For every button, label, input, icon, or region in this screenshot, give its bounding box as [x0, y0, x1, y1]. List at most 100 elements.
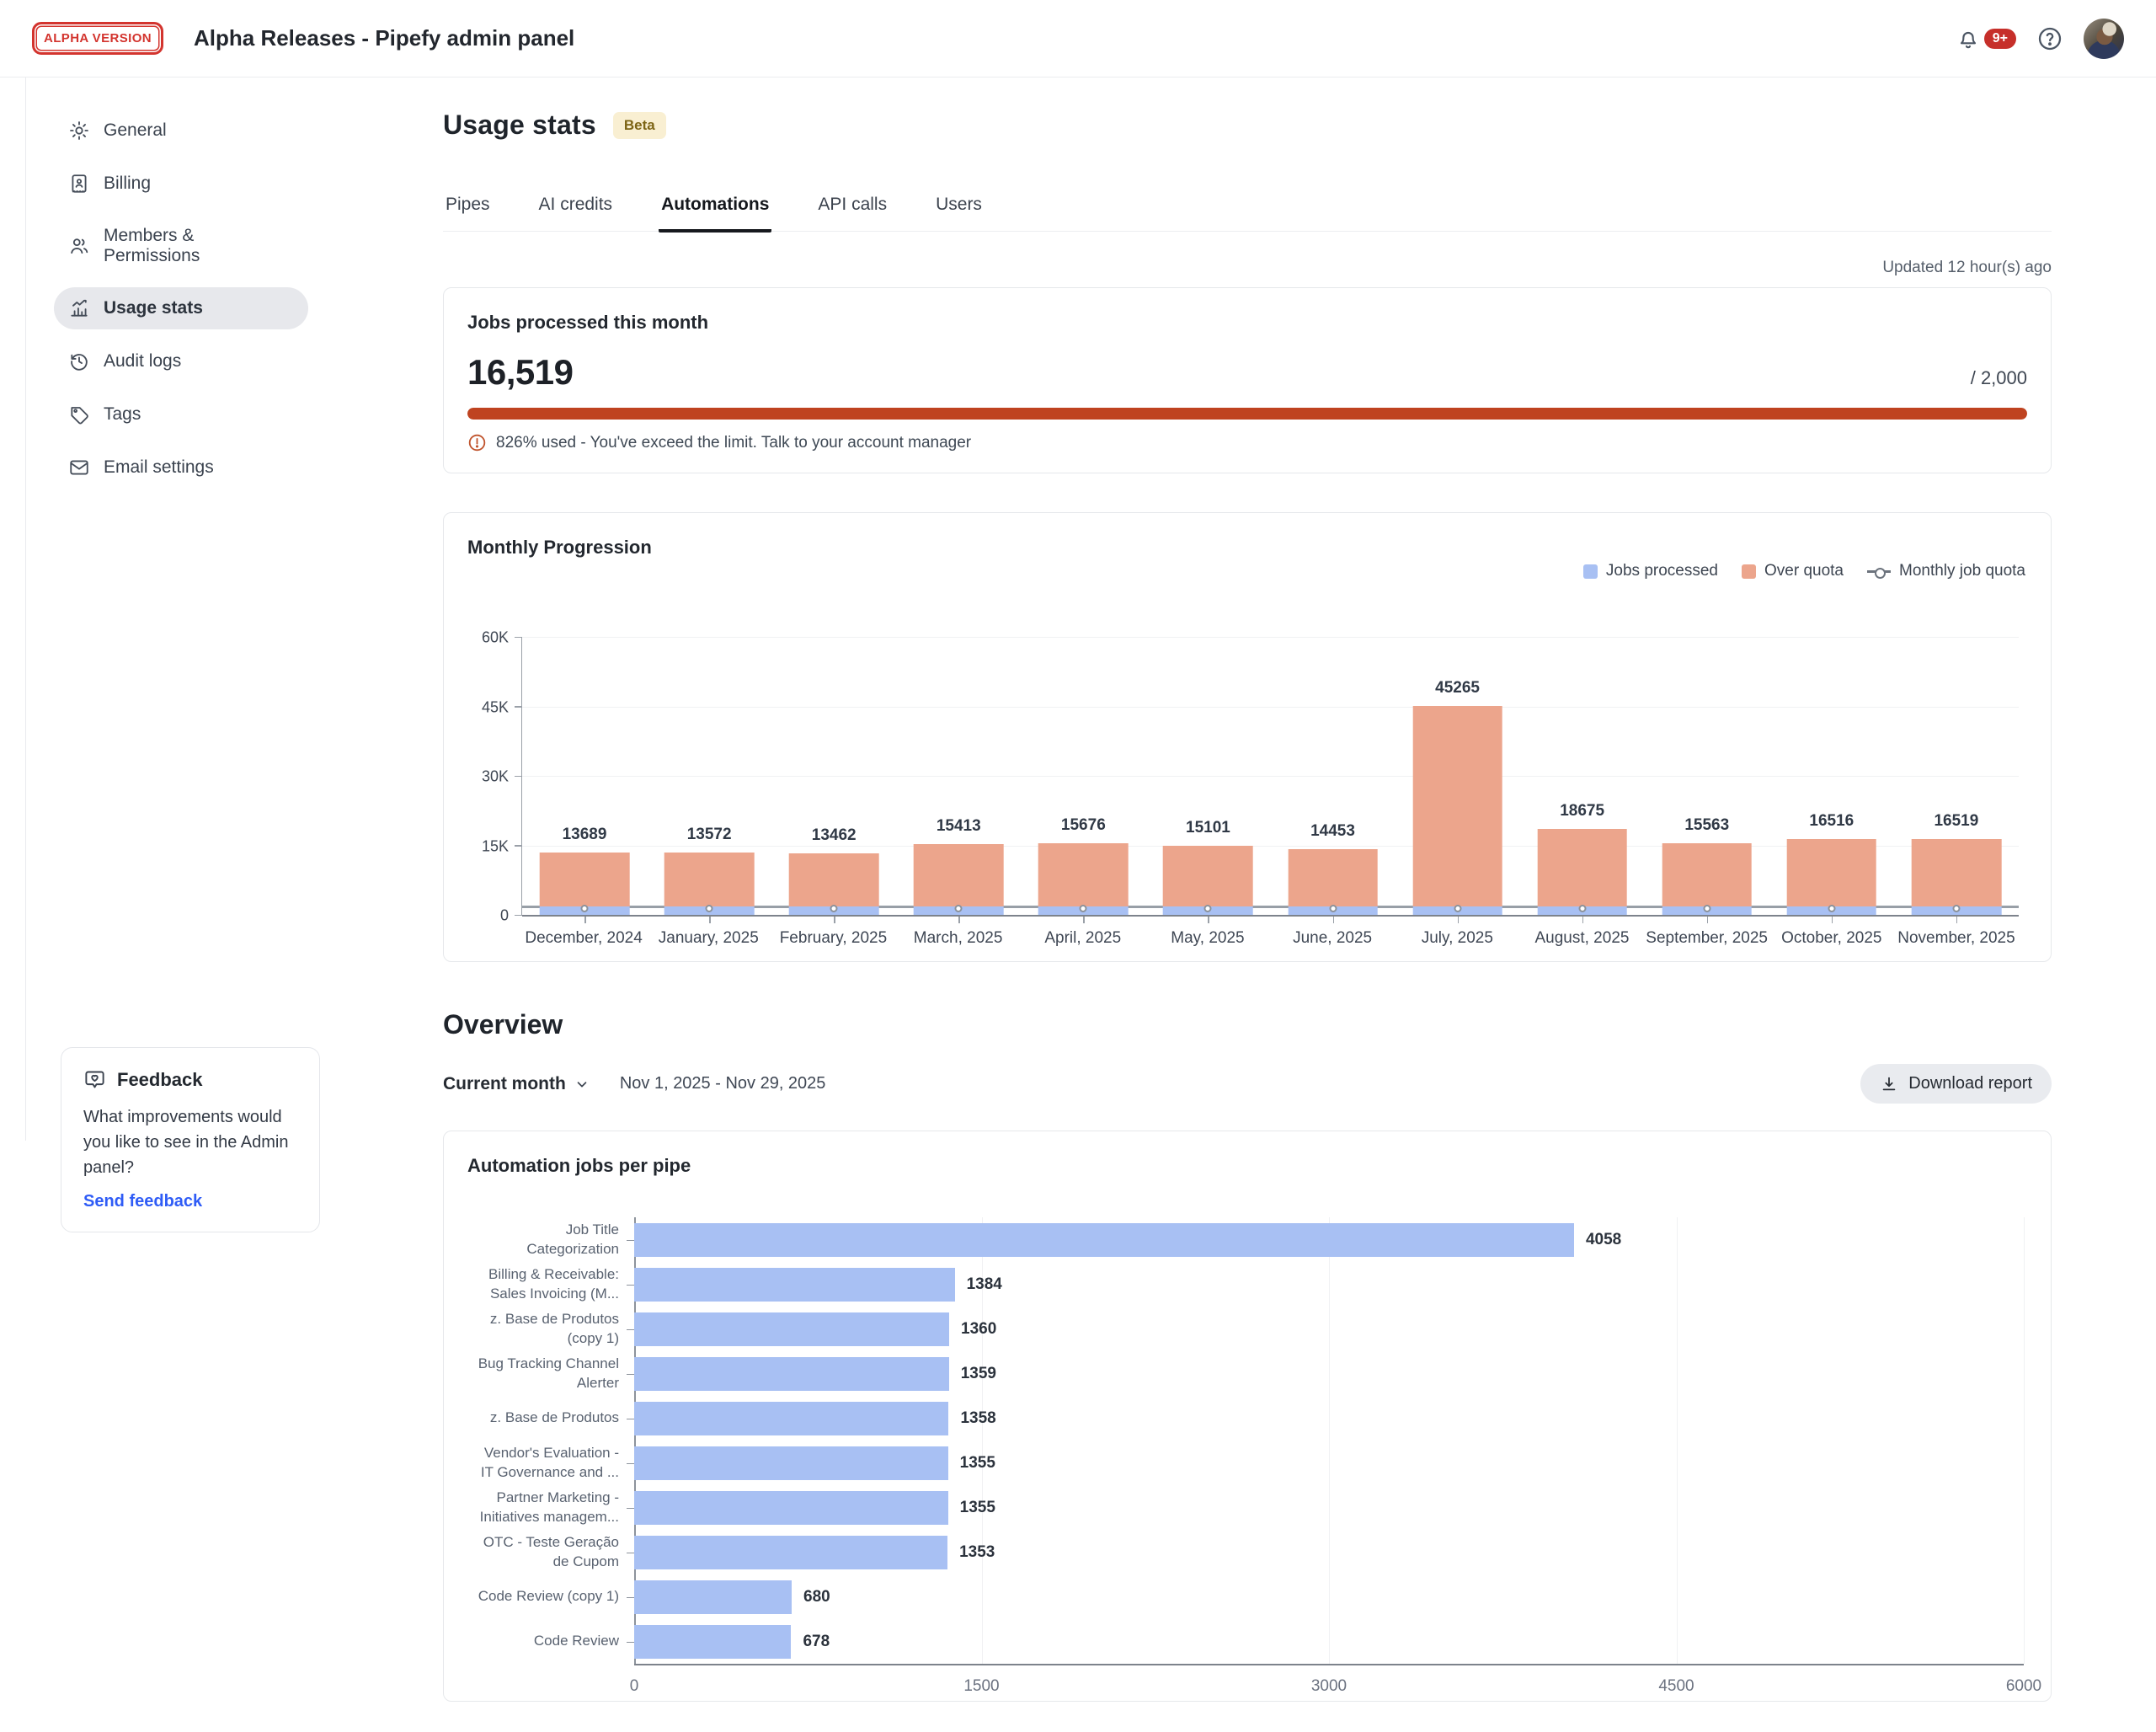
- y-axis-tick: [627, 1462, 634, 1464]
- bar-group-september-2025: 15563: [1645, 638, 1769, 923]
- tab-ai-credits[interactable]: AI credits: [538, 195, 613, 214]
- x-axis-tick: [834, 916, 835, 923]
- bar-value-label: 16516: [1809, 812, 1854, 831]
- x-axis-tick: [1956, 916, 1958, 923]
- user-avatar[interactable]: [2084, 18, 2124, 59]
- x-axis-label: April, 2025: [1044, 929, 1122, 947]
- over-quota-bar: [1537, 829, 1627, 906]
- x-axis-tick: [1457, 916, 1460, 923]
- over-quota-bar: [1288, 848, 1378, 906]
- sidebar-item-email-settings[interactable]: Email settings: [54, 446, 308, 489]
- bar-group-october-2025: 16516: [1769, 638, 1894, 923]
- bar-value-label: 13572: [686, 826, 732, 844]
- pipe-bar-area: 1358: [634, 1401, 2027, 1435]
- y-axis-tick: [627, 1552, 634, 1553]
- x-axis-tick: [584, 916, 586, 923]
- help-icon[interactable]: [2036, 25, 2063, 52]
- legend-item-over-quota[interactable]: Over quota: [1742, 562, 1844, 580]
- bar-value-label: 15413: [936, 817, 981, 836]
- pipe-label: z. Base de Produtos (copy 1): [489, 1311, 619, 1346]
- x-axis-label: January, 2025: [658, 929, 759, 947]
- pipe-label: Code Review (copy 1): [478, 1588, 619, 1605]
- chevron-down-icon: [574, 1077, 590, 1092]
- bar-group-july-2025: 45265: [1396, 638, 1520, 923]
- tab-api-calls[interactable]: API calls: [818, 195, 888, 214]
- sidebar-item-usage-stats[interactable]: Usage stats: [54, 287, 308, 329]
- pipe-bar: [634, 1624, 792, 1659]
- x-axis-tick: [1083, 916, 1085, 923]
- tab-automations[interactable]: Automations: [659, 183, 772, 233]
- over-quota-bar: [1038, 842, 1129, 906]
- y-axis-tick: [627, 1596, 634, 1598]
- y-axis-tick: [515, 775, 522, 777]
- send-feedback-link[interactable]: Send feedback: [83, 1192, 203, 1211]
- header-actions: 9+: [1956, 18, 2124, 59]
- x-axis-line: [522, 915, 2019, 917]
- bar-group-january-2025: 13572: [647, 638, 771, 923]
- x-axis-label: June, 2025: [1293, 929, 1373, 947]
- y-axis-tick: [627, 1328, 634, 1330]
- quota-line-marker: [1079, 904, 1087, 912]
- pipe-bar-area: 678: [634, 1624, 2027, 1659]
- pipe-bar: [634, 1580, 792, 1614]
- pipe-bar-area: 680: [634, 1580, 2027, 1614]
- app-header: ALPHA VERSION Alpha Releases - Pipefy ad…: [0, 0, 2156, 78]
- pipe-bar-value: 1384: [966, 1275, 1002, 1293]
- pipe-bar-value: 1355: [959, 1498, 995, 1516]
- monthly-progression-title: Monthly Progression: [467, 537, 652, 558]
- x-axis-label: 6000: [2005, 1677, 2042, 1695]
- pipe-label: Job Title Categorization: [526, 1221, 619, 1257]
- bar-group-may-2025: 15101: [1145, 638, 1270, 923]
- legend-swatch: [1742, 564, 1756, 579]
- sidebar-item-tags[interactable]: Tags: [54, 393, 308, 436]
- pipe-bar-value: 4058: [1585, 1230, 1622, 1248]
- x-axis-tick: [709, 916, 711, 923]
- notifications-group: 9+: [1956, 26, 2016, 51]
- tab-users[interactable]: Users: [936, 195, 982, 214]
- gridline: [1329, 1217, 1330, 1664]
- download-report-button[interactable]: Download report: [1860, 1064, 2052, 1104]
- main-content: Usage stats Beta Pipes AI credits Automati…: [443, 110, 2052, 1702]
- quota-line-marker: [1203, 904, 1212, 912]
- y-axis-line: [634, 1217, 636, 1664]
- feedback-body: What improvements would you like to see …: [83, 1108, 289, 1177]
- pipe-bar-value: 1360: [961, 1319, 997, 1338]
- over-quota-bar: [539, 852, 630, 906]
- quota-line-marker: [954, 904, 963, 912]
- pipe-row-code-review-copy-1: Code Review (copy 1) 680: [467, 1574, 2027, 1619]
- sidebar-item-members-permissions[interactable]: Members & Permissions: [54, 216, 308, 276]
- pipe-row-otc-teste-gera-o-de-cupom: OTC - Teste Geração de Cupom 1353: [467, 1530, 2027, 1574]
- y-axis-tick: [515, 636, 522, 638]
- sidebar-item-general[interactable]: General: [54, 110, 308, 152]
- period-dropdown[interactable]: Current month: [443, 1074, 590, 1094]
- pipe-bar-value: 1355: [959, 1453, 995, 1472]
- pipe-bar: [634, 1446, 948, 1480]
- legend-item-jobs-processed[interactable]: Jobs processed: [1582, 562, 1718, 580]
- pipe-bar-area: 1353: [634, 1535, 2027, 1569]
- pipe-bar: [634, 1267, 955, 1302]
- usage-progress-bar: [467, 408, 2027, 420]
- quota-line-marker: [1703, 904, 1711, 912]
- notification-count-badge[interactable]: 9+: [1983, 28, 2016, 49]
- sidebar-item-billing[interactable]: Billing: [54, 163, 308, 205]
- jobs-quota-value: / 2,000: [1970, 367, 2027, 388]
- feedback-title: Feedback: [117, 1068, 203, 1090]
- notifications-bell-icon[interactable]: [1956, 26, 1981, 51]
- y-axis-tick: [515, 845, 522, 847]
- tab-pipes[interactable]: Pipes: [446, 195, 490, 214]
- x-axis-label: May, 2025: [1171, 929, 1245, 947]
- bar-group-march-2025: 15413: [896, 638, 1021, 923]
- sidebar-item-audit-logs[interactable]: Audit logs: [54, 340, 308, 382]
- overview-title: Overview: [443, 1009, 563, 1040]
- left-divider: [25, 78, 26, 1141]
- x-axis-tick: [958, 916, 960, 923]
- quota-line-marker: [1454, 904, 1462, 912]
- bar-group-april-2025: 15676: [1021, 638, 1145, 923]
- sidebar-item-label: Members & Permissions: [104, 226, 200, 265]
- billing-icon: [68, 173, 90, 195]
- gridline: [522, 776, 2019, 777]
- warning-text: 826% used - You've exceed the limit. Tal…: [496, 433, 972, 452]
- legend-item-monthly-job-quota[interactable]: Monthly job quota: [1867, 562, 2025, 580]
- y-axis-label: 45K: [481, 698, 509, 715]
- quota-line-marker: [1329, 904, 1337, 912]
